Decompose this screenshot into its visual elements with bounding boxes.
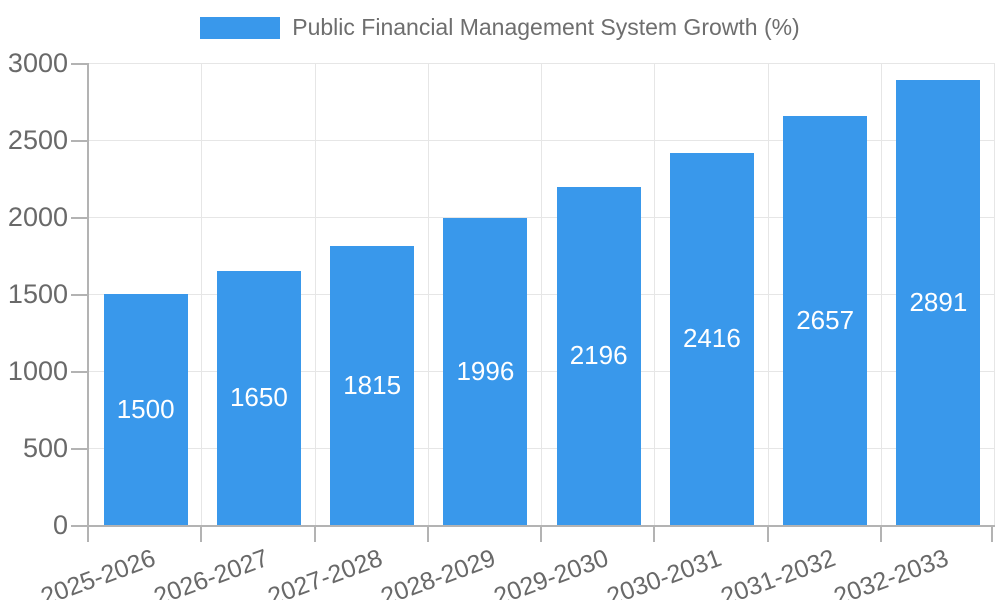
y-tick-label: 2000 (7, 202, 68, 232)
bar[interactable]: 2657 (783, 115, 868, 525)
v-gridline (201, 63, 203, 525)
bar[interactable]: 2416 (669, 152, 754, 525)
x-tick-label: 2031-2032 (716, 544, 839, 600)
y-tick-label: 0 (52, 510, 68, 540)
x-tick-mark (87, 525, 89, 542)
x-tick-mark (879, 525, 882, 542)
x-tick-mark (200, 525, 203, 542)
v-gridline (767, 63, 769, 525)
y-tick-mark (71, 294, 87, 296)
y-tick-label: 2500 (7, 125, 68, 155)
y-tick-label: 3000 (7, 48, 68, 78)
bar[interactable]: 1815 (330, 245, 415, 525)
v-gridline (880, 63, 882, 525)
bar[interactable]: 1500 (103, 294, 188, 525)
h-gridline (89, 63, 995, 64)
legend-label: Public Financial Management System Growt… (292, 14, 800, 40)
x-tick-label: 2026-2027 (150, 544, 273, 600)
x-tick-label: 2032-2033 (830, 544, 952, 600)
v-gridline (541, 63, 542, 525)
bar-value-label: 1650 (229, 382, 288, 413)
bar-value-label: 1815 (343, 369, 402, 400)
x-tick-label: 2027-2028 (263, 544, 386, 600)
x-tick-label: 2030-2031 (603, 544, 726, 600)
bar[interactable]: 1996 (443, 217, 528, 525)
x-tick-mark (991, 525, 993, 542)
bar-value-label: 2416 (682, 323, 741, 354)
y-tick-mark (71, 63, 87, 65)
y-tick-label: 1000 (7, 356, 68, 386)
y-tick-label: 1500 (7, 279, 68, 309)
bar-value-label: 2891 (909, 286, 968, 317)
x-tick-mark (653, 525, 656, 542)
v-gridline (994, 63, 995, 525)
bar-value-label: 1996 (456, 355, 515, 386)
bar[interactable]: 2196 (556, 186, 641, 525)
v-gridline (654, 63, 656, 525)
chart-legend[interactable]: Public Financial Management System Growt… (0, 14, 1000, 41)
bar-value-label: 2196 (569, 340, 628, 371)
bar-value-label: 1500 (116, 394, 175, 424)
x-tick-label: 2028-2029 (377, 544, 499, 600)
bar-value-label: 2657 (796, 304, 855, 335)
plot-area: 1500 1650 1815 1996 2196 2416 2657 2891 (87, 63, 995, 527)
h-gridline (89, 371, 995, 372)
bar[interactable]: 1650 (216, 270, 301, 525)
x-tick-mark (540, 525, 542, 542)
x-tick-label: 2029-2030 (490, 544, 613, 600)
x-tick-mark (426, 525, 429, 542)
y-tick-mark (71, 448, 87, 450)
x-tick-mark (766, 525, 769, 542)
x-tick-mark (313, 525, 316, 542)
x-tick-label: 2025-2026 (37, 544, 160, 600)
bar[interactable]: 2891 (896, 79, 981, 525)
h-gridline (89, 140, 995, 141)
y-tick-mark (71, 525, 87, 527)
legend-swatch-icon (200, 16, 281, 39)
v-gridline (314, 63, 316, 525)
y-tick-label: 500 (22, 433, 68, 463)
y-tick-mark (71, 371, 87, 373)
y-tick-mark (71, 217, 87, 219)
h-gridline (89, 217, 995, 218)
y-tick-mark (71, 140, 87, 142)
h-gridline (89, 294, 995, 295)
h-gridline (89, 448, 995, 449)
v-gridline (427, 63, 429, 525)
